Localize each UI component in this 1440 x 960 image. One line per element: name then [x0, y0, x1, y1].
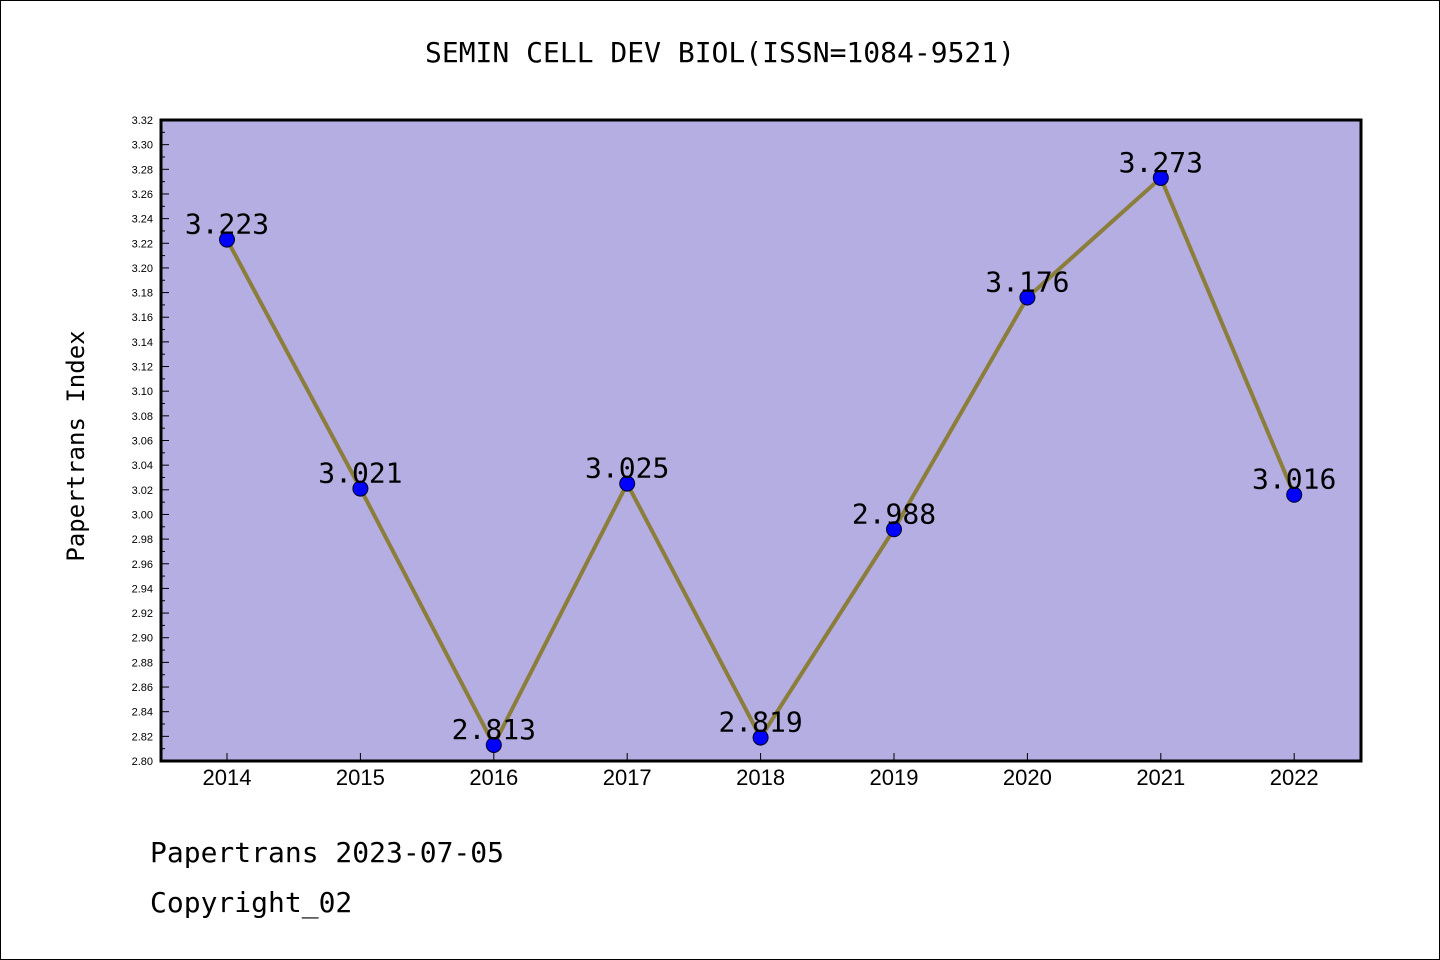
y-tick-label: 3.26 — [132, 189, 153, 201]
x-tick-label: 2015 — [336, 765, 385, 790]
y-tick-label: 3.08 — [132, 411, 153, 423]
y-tick-label: 3.18 — [132, 288, 153, 300]
x-tick-label: 2019 — [870, 765, 919, 790]
data-label: 2.819 — [718, 706, 802, 739]
x-tick-label: 2014 — [203, 765, 252, 790]
data-point — [1019, 289, 1036, 306]
y-tick-label: 2.88 — [132, 657, 153, 669]
y-tick-label: 2.92 — [132, 608, 153, 620]
data-label: 2.813 — [452, 713, 536, 746]
x-tick-label: 2017 — [603, 765, 652, 790]
y-tick-label: 3.14 — [132, 337, 153, 349]
y-tick-label: 2.96 — [132, 559, 153, 571]
footer-date: Papertrans 2023-07-05 — [150, 836, 505, 869]
footer-copyright: Copyright_02 — [150, 886, 353, 919]
data-point — [752, 729, 769, 746]
y-tick-label: 3.22 — [132, 238, 153, 250]
data-label: 3.176 — [985, 266, 1069, 299]
y-tick-label: 3.06 — [132, 436, 153, 448]
data-label: 3.273 — [1119, 146, 1203, 179]
y-tick-label: 2.80 — [132, 756, 153, 768]
y-tick-label: 2.98 — [132, 534, 153, 546]
data-label: 3.016 — [1252, 463, 1336, 496]
data-point — [1152, 169, 1169, 186]
data-label: 3.223 — [185, 208, 269, 241]
y-tick-label: 2.84 — [132, 707, 153, 719]
y-tick-label: 2.86 — [132, 682, 153, 694]
x-tick-label: 2022 — [1270, 765, 1319, 790]
y-tick-label: 3.20 — [132, 263, 153, 275]
y-tick-label: 3.24 — [132, 214, 153, 226]
data-point — [619, 475, 636, 492]
y-tick-label: 3.04 — [132, 460, 153, 472]
plot-area — [159, 118, 1363, 763]
y-tick-label: 3.10 — [132, 386, 153, 398]
y-tick-label: 3.16 — [132, 312, 153, 324]
data-point — [219, 231, 235, 248]
y-axis-label: Papertrans Index — [62, 330, 90, 561]
y-tick-label: 3.00 — [132, 509, 153, 521]
y-tick-label: 2.94 — [132, 583, 153, 595]
y-tick-label: 3.32 — [132, 115, 153, 127]
chart-title: SEMIN CELL DEV BIOL(ISSN=1084-9521) — [424, 36, 1015, 69]
data-point — [485, 736, 502, 753]
x-tick-label: 2016 — [469, 765, 518, 790]
data-label: 2.988 — [852, 497, 936, 530]
data-label: 3.025 — [585, 452, 669, 485]
y-tick-label: 3.12 — [132, 362, 153, 374]
data-point — [352, 480, 369, 497]
y-tick-label: 2.82 — [132, 731, 153, 743]
data-label: 3.021 — [318, 457, 402, 490]
y-tick-label: 3.02 — [132, 485, 153, 497]
data-point — [886, 521, 902, 538]
x-tick-label: 2018 — [736, 765, 785, 790]
y-tick-label: 2.90 — [132, 633, 153, 645]
x-tick-label: 2020 — [1003, 765, 1052, 790]
data-point — [1286, 486, 1303, 503]
x-tick-label: 2021 — [1136, 765, 1185, 790]
y-tick-label: 3.30 — [132, 140, 153, 152]
y-tick-label: 3.28 — [132, 164, 153, 176]
